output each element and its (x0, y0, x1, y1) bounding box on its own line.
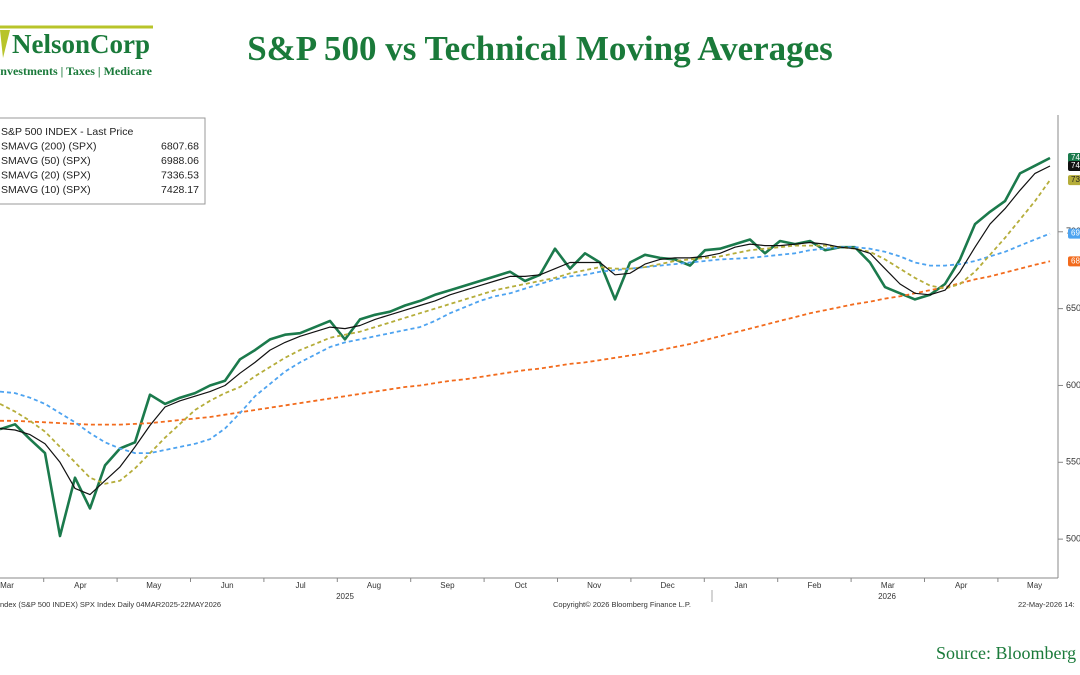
legend-value: 6988.06 (161, 155, 199, 167)
series-line (0, 179, 1051, 485)
chart-title: S&P 500 vs Technical Moving Averages (247, 29, 833, 68)
tag-label: 6988.06 (1071, 229, 1080, 238)
x-tick-label: Jun (221, 581, 234, 590)
legend-label: S&P 500 INDEX - Last Price (1, 126, 133, 138)
x-tick-label: Jan (735, 581, 748, 590)
x-tick-label: May (146, 581, 161, 590)
tag-label: 7480 (1071, 153, 1080, 162)
x-tick-label: May (1027, 581, 1042, 590)
footer-description: ndex (S&P 500 INDEX) SPX Index Daily 04M… (0, 600, 221, 609)
tag-box (1068, 153, 1080, 164)
footer-copyright: Copyright© 2026 Bloomberg Finance L.P. (553, 600, 691, 609)
last-value-tag: 7336.53 (1068, 175, 1080, 186)
tag-box (1068, 228, 1080, 239)
tag-box (1068, 175, 1080, 186)
year-label: 2025 (336, 592, 354, 601)
legend-label: SMAVG (10) (SPX) (1, 184, 91, 196)
plot-area: 50005500600065007000MarAprMayJunJulAugSe… (0, 153, 1080, 602)
footer-timestamp: 22-May-2026 14: (1018, 600, 1075, 609)
x-tick-label: Jul (295, 581, 305, 590)
legend-box (0, 117, 206, 205)
x-tick-label: Apr (955, 581, 968, 590)
tag-label: 7336.53 (1071, 175, 1080, 184)
legend-label: SMAVG (20) (SPX) (1, 169, 91, 181)
y-tick-label: 6000 (1066, 380, 1080, 390)
year-label: 2026 (878, 592, 896, 601)
x-tick-label: Aug (367, 581, 381, 590)
x-tick-label: Mar (881, 581, 895, 590)
logo-mark (0, 30, 10, 58)
last-value-tag: 6807.68 (1068, 256, 1080, 267)
x-tick-label: Oct (515, 581, 528, 590)
legend-label: SMAVG (200) (SPX) (1, 140, 97, 152)
source-note: Source: Bloomberg (936, 643, 1076, 663)
y-tick-label: 5000 (1066, 533, 1080, 543)
series-line (0, 232, 1051, 454)
legend-value: 6807.68 (161, 140, 199, 152)
series-line (0, 156, 1051, 538)
tag-label: 6807.68 (1071, 256, 1080, 265)
x-tick-label: Sep (440, 581, 455, 590)
series-line (0, 260, 1051, 426)
logo-brand: NelsonCorp (12, 29, 150, 59)
series-line (0, 165, 1051, 496)
x-tick-label: Apr (74, 581, 87, 590)
last-value-tag: 7428.17 (1068, 160, 1080, 171)
last-value-tag: 7480 (1068, 153, 1080, 164)
legend-value: 7428.17 (161, 184, 199, 196)
y-tick-label: 6500 (1066, 303, 1080, 313)
y-tick-label: 5500 (1066, 457, 1080, 467)
legend-label: SMAVG (50) (SPX) (1, 155, 91, 167)
legend-value: 7336.53 (161, 169, 199, 181)
tag-box (1068, 256, 1080, 267)
logo-tagline: Investments | Taxes | Medicare (0, 64, 153, 78)
last-value-tag: 6988.06 (1068, 228, 1080, 239)
x-tick-label: Feb (808, 581, 822, 590)
x-tick-label: Dec (660, 581, 674, 590)
x-tick-label: Nov (587, 581, 601, 590)
legend: S&P 500 INDEX - Last Price SMAVG (200) (S… (0, 117, 206, 205)
x-tick-label: Mar (0, 581, 14, 590)
tag-label: 7428.17 (1071, 161, 1080, 170)
tag-box (1068, 160, 1080, 171)
